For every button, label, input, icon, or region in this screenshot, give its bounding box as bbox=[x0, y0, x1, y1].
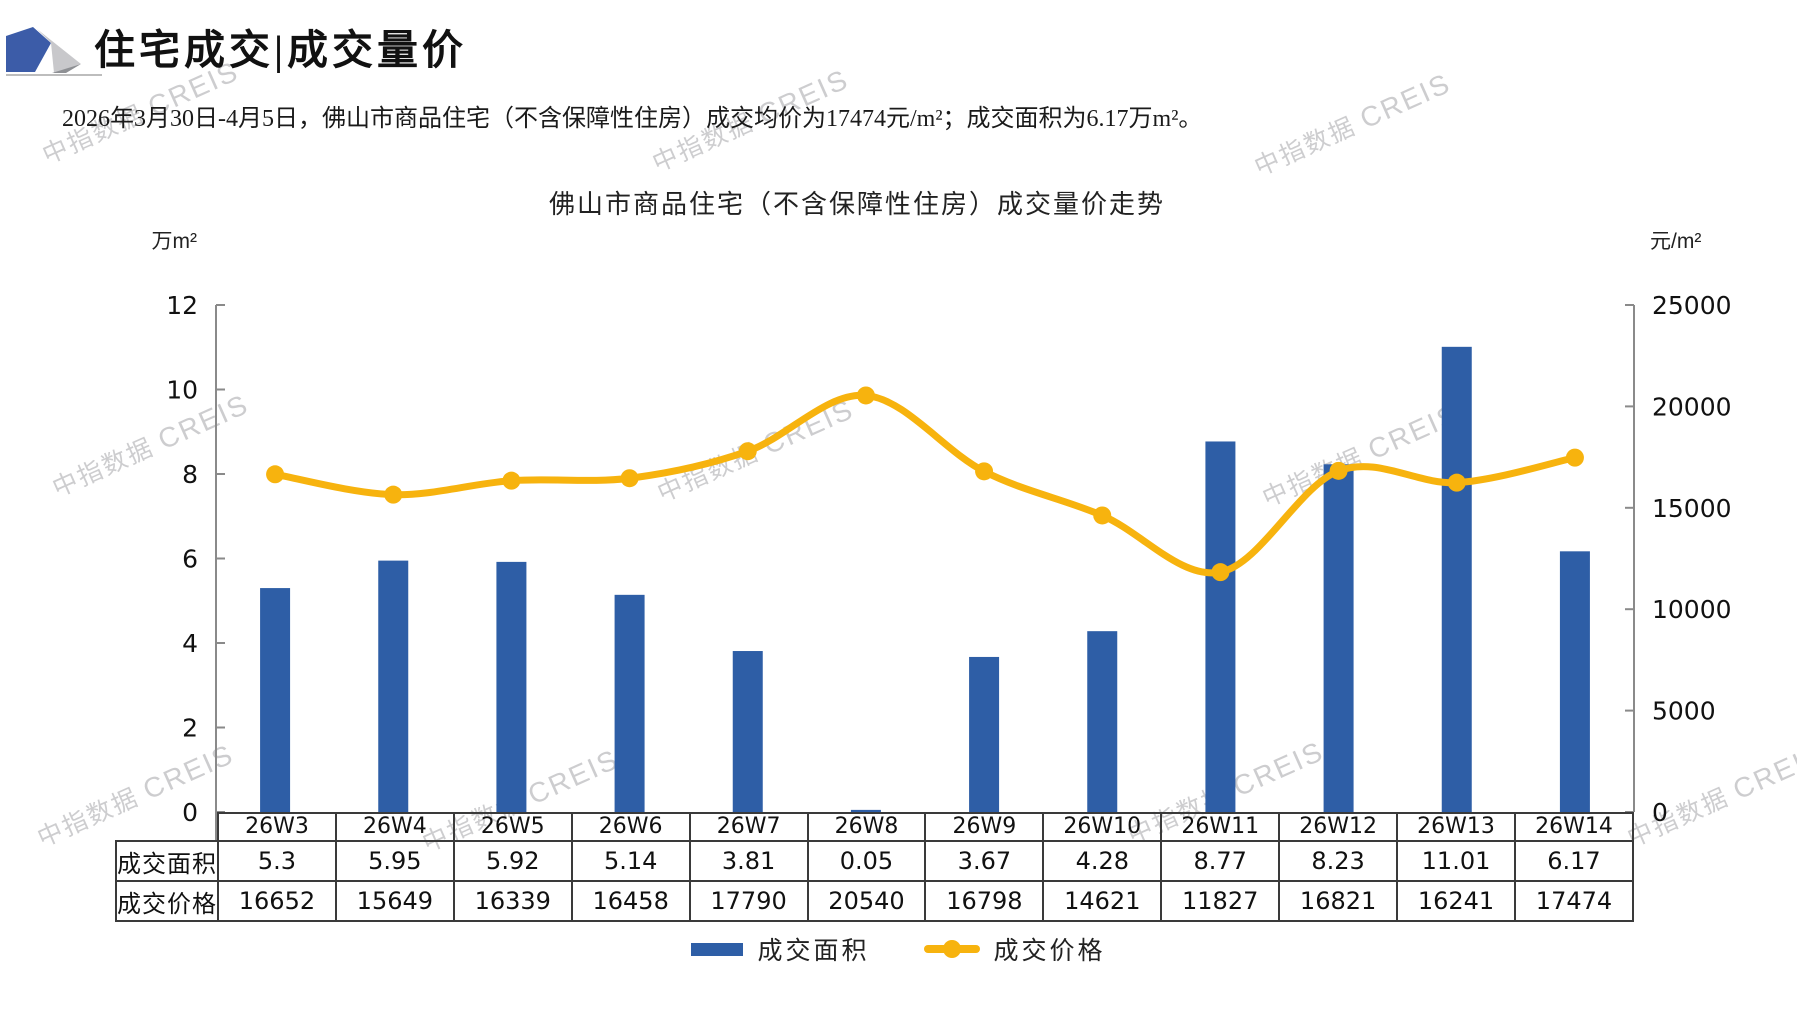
table-cell: 3.67 bbox=[924, 840, 1045, 882]
right-axis-tick-label: 5000 bbox=[1652, 697, 1716, 726]
table-cell: 26W5 bbox=[452, 812, 573, 842]
table-cell: 14621 bbox=[1042, 880, 1163, 922]
table-row: 成交价格 16652 15649 16339 16458 17790 20540 16798 1… bbox=[115, 880, 1635, 922]
table-cell: 26W3 bbox=[217, 812, 337, 842]
price-point-26W5 bbox=[502, 471, 521, 490]
left-axis-tick-label: 12 bbox=[166, 291, 198, 320]
table-cell: 16652 bbox=[217, 880, 337, 922]
table-cell: 15649 bbox=[334, 880, 455, 922]
right-axis-tick-label: 10000 bbox=[1652, 595, 1732, 624]
table-cell: 26W14 bbox=[1513, 812, 1635, 842]
price-point-26W12 bbox=[1329, 461, 1348, 480]
right-axis-tick-label: 20000 bbox=[1652, 392, 1732, 421]
bar-26W3 bbox=[260, 588, 291, 812]
legend-line-swatch bbox=[923, 940, 980, 958]
table-cell: 11827 bbox=[1160, 880, 1281, 922]
right-axis-unit: 元/m² bbox=[1650, 230, 1701, 253]
data-table: 26W3 26W4 26W5 26W6 26W7 26W8 26W9 26W10 26W11 26… bbox=[115, 812, 1635, 922]
table-cell: 17474 bbox=[1513, 880, 1635, 922]
table-cell: 26W11 bbox=[1160, 812, 1281, 842]
bar-26W7 bbox=[732, 651, 763, 812]
table-cell: 16798 bbox=[924, 880, 1045, 922]
logo-darkgray-shape bbox=[52, 64, 81, 73]
bar-26W8 bbox=[850, 809, 881, 812]
right-axis-tick-label: 0 bbox=[1652, 798, 1668, 827]
left-axis-tick-label: 8 bbox=[182, 460, 198, 489]
logo-underline bbox=[6, 74, 102, 76]
price-point-26W14 bbox=[1565, 448, 1584, 467]
price-point-26W8 bbox=[856, 386, 875, 405]
creis-logo bbox=[6, 27, 102, 76]
right-axis-tick-label: 15000 bbox=[1652, 494, 1732, 523]
legend: 成交面积 成交价格 bbox=[0, 931, 1797, 967]
table-cell: 5.92 bbox=[452, 840, 573, 882]
price-point-26W3 bbox=[266, 465, 285, 484]
logo-lightgray-shape bbox=[37, 29, 81, 73]
table-cell: 26W6 bbox=[570, 812, 691, 842]
bar-26W11 bbox=[1205, 441, 1236, 812]
price-point-26W9 bbox=[975, 462, 994, 481]
left-axis-tick-label: 6 bbox=[182, 545, 198, 574]
table-cell: 8.23 bbox=[1278, 840, 1399, 882]
table-cell: 26W9 bbox=[924, 812, 1045, 842]
bar-26W6 bbox=[614, 594, 645, 812]
row-label-price: 成交价格 bbox=[115, 880, 219, 922]
table-cell: 17790 bbox=[688, 880, 809, 922]
price-point-26W10 bbox=[1093, 506, 1112, 525]
bar-26W4 bbox=[378, 560, 409, 812]
table-cell: 26W8 bbox=[806, 812, 927, 842]
left-axis-unit: 万m² bbox=[152, 230, 198, 253]
table-cell: 6.17 bbox=[1513, 840, 1635, 882]
table-cell: 0.05 bbox=[806, 840, 927, 882]
table-corner-empty bbox=[116, 813, 218, 841]
price-point-26W4 bbox=[384, 485, 403, 504]
bar-26W13 bbox=[1441, 346, 1472, 812]
table-cell: 26W4 bbox=[334, 812, 455, 842]
table-cell: 5.95 bbox=[334, 840, 455, 882]
price-point-26W13 bbox=[1447, 473, 1466, 492]
legend-bar-swatch bbox=[691, 942, 744, 956]
table-cell: 20540 bbox=[806, 880, 927, 922]
summary-text: 2026年3月30日-4月5日，佛山市商品住宅（不含保障性住房）成交均价为174… bbox=[62, 106, 1203, 132]
logo-blue-shape bbox=[6, 27, 51, 72]
table-cell: 4.28 bbox=[1042, 840, 1163, 882]
row-label-area: 成交面积 bbox=[115, 840, 219, 882]
table-cell: 11.01 bbox=[1396, 840, 1516, 882]
price-point-26W6 bbox=[620, 469, 639, 488]
legend-bar-label: 成交面积 bbox=[757, 938, 870, 965]
table-row: 26W3 26W4 26W5 26W6 26W7 26W8 26W9 26W10 26W11 26… bbox=[116, 812, 1635, 842]
price-point-26W11 bbox=[1211, 563, 1230, 582]
table-cell: 26W13 bbox=[1396, 812, 1516, 842]
table-cell: 5.14 bbox=[570, 840, 691, 882]
legend-line-label: 成交价格 bbox=[993, 938, 1106, 965]
right-axis-tick-label: 25000 bbox=[1652, 291, 1732, 320]
table-cell: 26W12 bbox=[1278, 812, 1399, 842]
table-cell: 16821 bbox=[1278, 880, 1399, 922]
left-axis-tick-label: 10 bbox=[166, 376, 198, 405]
table-cell: 16241 bbox=[1396, 880, 1516, 922]
left-axis-tick-label: 2 bbox=[182, 714, 198, 743]
price-point-26W7 bbox=[738, 442, 757, 461]
legend-line-dot-icon bbox=[942, 940, 961, 958]
table-cell: 16339 bbox=[452, 880, 573, 922]
table-cell: 16458 bbox=[570, 880, 691, 922]
table-row: 成交面积 5.3 5.95 5.92 5.14 3.81 0.05 3.67 4.28 8.77 8… bbox=[115, 840, 1635, 882]
bar-26W12 bbox=[1323, 464, 1354, 812]
table-cell: 26W10 bbox=[1042, 812, 1163, 842]
bar-26W5 bbox=[496, 561, 527, 812]
page-title: 住宅成交|成交量价 bbox=[94, 27, 468, 73]
table-cell: 5.3 bbox=[217, 840, 337, 882]
chart-title: 佛山市商品住宅（不含保障性住房）成交量价走势 bbox=[548, 190, 1165, 219]
bar-26W10 bbox=[1087, 631, 1118, 812]
table-cell: 26W7 bbox=[688, 812, 809, 842]
bar-26W14 bbox=[1559, 551, 1590, 812]
bar-26W9 bbox=[969, 656, 1000, 812]
table-cell: 3.81 bbox=[688, 840, 809, 882]
price-line bbox=[271, 391, 1579, 577]
left-axis-tick-label: 4 bbox=[182, 629, 198, 658]
left-axis-tick-label: 0 bbox=[182, 798, 198, 827]
table-cell: 8.77 bbox=[1160, 840, 1281, 882]
